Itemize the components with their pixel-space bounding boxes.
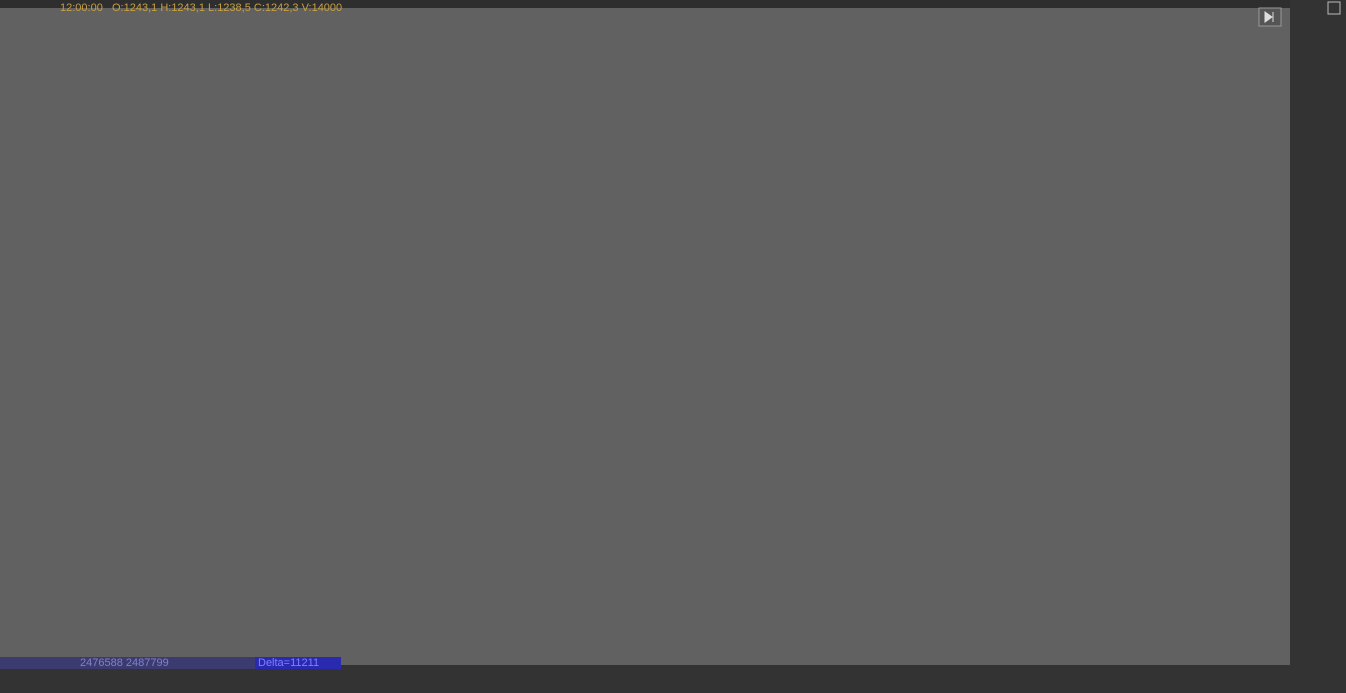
- scroll-end-icon: [1264, 11, 1274, 23]
- time-axis-panel: [0, 665, 1290, 693]
- delta-bg: [255, 657, 341, 669]
- plot-background: [0, 8, 1290, 665]
- footer-volumes: 2476588 2487799: [80, 657, 169, 669]
- header-ohlcv: O:1243,1 H:1243,1 L:1238,5 C:1242,3 V:14…: [112, 2, 342, 14]
- footer-delta: Delta=11211: [258, 657, 319, 669]
- header-time: 12:00:00: [60, 2, 103, 14]
- price-axis-panel: [1290, 0, 1346, 693]
- f-button[interactable]: [1327, 1, 1341, 15]
